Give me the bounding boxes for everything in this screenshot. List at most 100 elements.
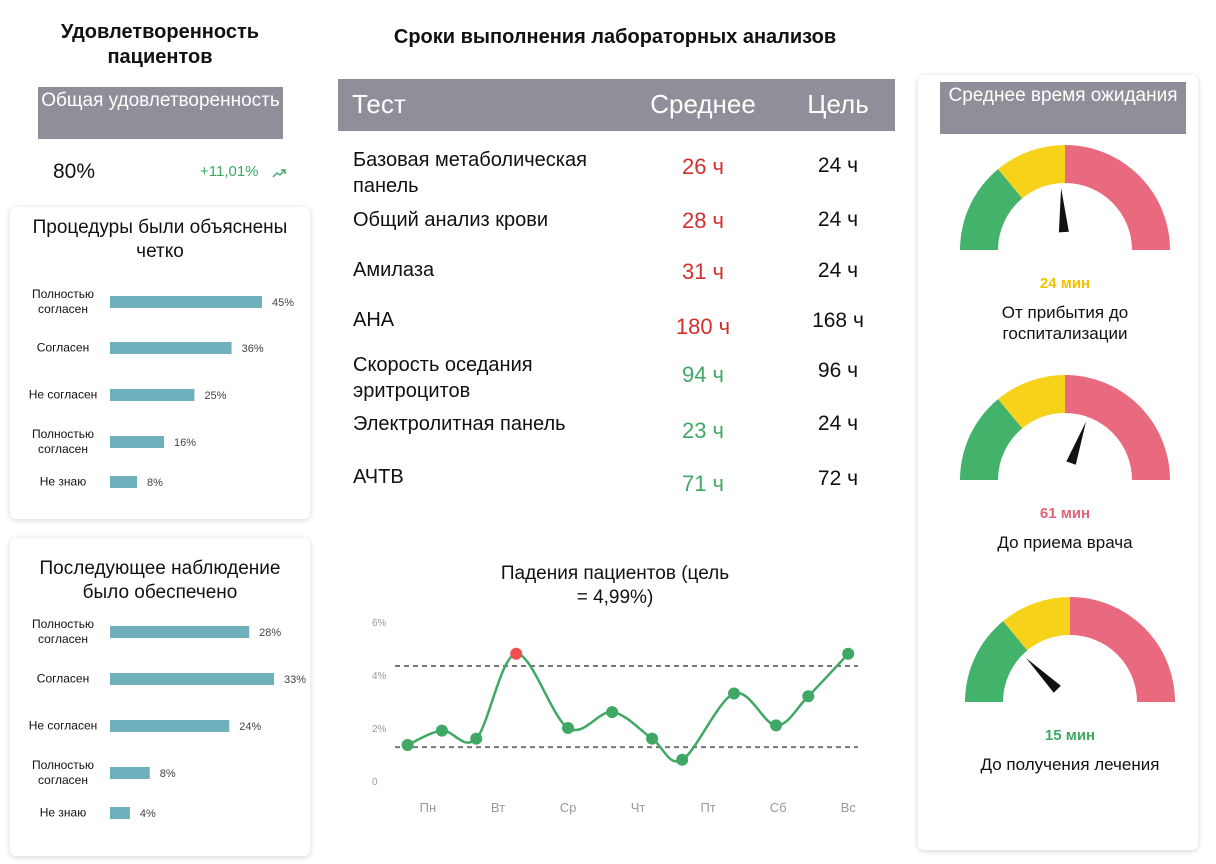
category-label: Не согласен [28,718,98,733]
value-label: 33% [284,674,306,686]
box-title: Общая удовлетворенность [41,90,280,111]
value-label: 4% [140,808,156,820]
point [770,719,783,732]
chart-title: Последующее наблюдение было обеспечено [39,558,281,603]
title: Сроки выполнения лабораторных анализов [393,26,837,48]
card [10,538,310,856]
x-tick-label: Пт [700,800,715,815]
target: 168 ч [812,309,864,332]
gauge-segment [1003,597,1070,651]
average: 26 ч [681,154,725,179]
target: 72 ч [817,467,859,490]
bar [110,296,262,308]
point [728,687,741,700]
test-name: АНА [353,309,395,331]
change: +11,01% [200,163,259,180]
header-cell: Тест [352,89,406,119]
category-label: Полностью согласен [31,427,95,456]
bar [110,767,150,779]
chart-title: Падения пациентов (цель = 4,99%) [500,563,730,608]
category-label: Согласен [36,671,90,686]
card [10,207,310,519]
gauge-segment [1065,145,1170,250]
point [470,732,483,745]
needle [1058,188,1069,233]
point [401,738,414,751]
test-name: Базовая метаболическая панель [353,149,587,197]
test-name: Амилаза [353,259,435,281]
x-tick-label: Ср [560,800,577,815]
bar [110,476,138,488]
average: 94 ч [681,362,725,387]
bar [110,720,230,732]
category-label: Не знаю [39,805,87,820]
y-tick-label: 6% [372,618,387,629]
test-name: АЧТВ [353,466,404,488]
gauge-segment [1065,375,1170,480]
test-name: Общий анализ крови [353,209,549,231]
gauge-value: 24 мин [1040,275,1090,292]
gauge-label: До получения лечения [980,755,1160,774]
category-label: Не знаю [39,474,87,489]
y-tick-label: 2% [372,724,387,735]
target: 24 ч [817,259,859,282]
point [435,724,448,737]
bar [110,436,165,448]
value-label: 28% [259,627,281,639]
point [606,706,619,719]
gauge-label: До приема врача [997,533,1133,552]
point [802,690,815,703]
category-label: Не согласен [28,387,98,402]
x-tick-label: Чт [631,800,646,815]
box [38,87,283,139]
value-label: 45% [272,297,294,309]
gauge-value: 61 мин [1040,505,1090,522]
value: 80% [53,160,96,183]
value-label: 36% [242,343,264,355]
point [842,647,855,660]
gauge-segment [998,375,1065,429]
target: 24 ч [817,154,859,177]
chart-title: Процедуры были объяснены четко [32,217,288,262]
x-tick-label: Пн [420,800,437,815]
bar [110,389,195,401]
average: 23 ч [681,418,725,443]
category-label: Полностью согласен [31,758,95,787]
bar [110,626,250,638]
value-label: 24% [239,721,261,733]
needle [1066,421,1087,465]
point [510,647,523,660]
target: 24 ч [817,208,859,231]
category-label: Согласен [36,340,90,355]
category-label: Полностью согласен [31,287,95,316]
average: 71 ч [681,471,725,496]
average: 180 ч [675,314,731,339]
bar [110,342,232,354]
test-name: Электролитная панель [353,413,566,435]
target: 24 ч [817,412,859,435]
gauge-segment [998,145,1065,199]
test-name: Скорость оседания эритроцитов [353,354,533,402]
table-header [338,79,895,131]
average: 28 ч [681,208,725,233]
trend-icon [272,169,286,178]
average: 31 ч [681,259,725,284]
header-cell: Цель [807,89,869,119]
bar [110,807,130,819]
x-tick-label: Вс [841,800,857,815]
gauge-value: 15 мин [1045,727,1095,744]
gauge-segment [1070,597,1175,702]
value-label: 8% [160,768,176,780]
gauge-segment [965,621,1028,702]
value-label: 8% [147,477,163,489]
value-label: 16% [174,437,196,449]
x-tick-label: Вт [491,800,505,815]
line [407,652,850,763]
bar [110,673,274,685]
category-label: Полностью согласен [31,617,95,646]
box-title: Среднее время ожидания [948,85,1178,106]
point [646,732,659,745]
y-tick-label: 4% [372,671,387,682]
